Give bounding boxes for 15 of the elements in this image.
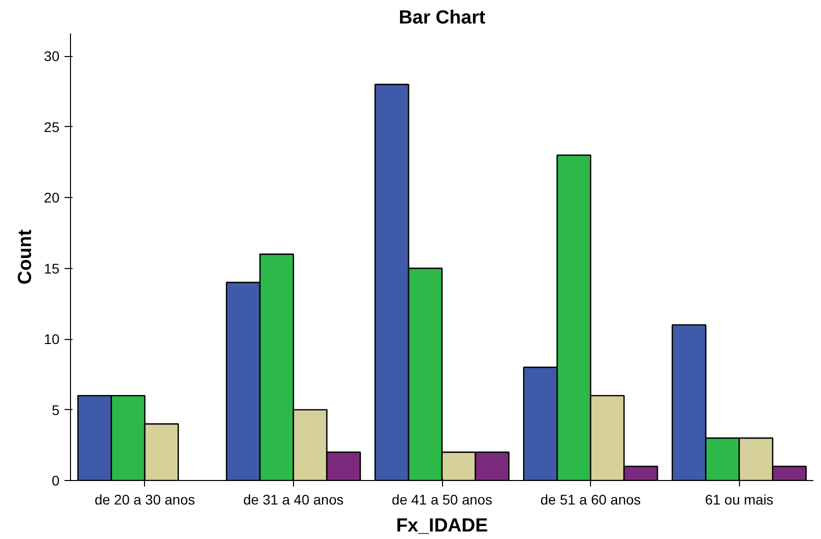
y-tick-label: 15 xyxy=(44,260,60,276)
x-axis-title: Fx_IDADE xyxy=(396,516,488,536)
y-axis-title: Count xyxy=(14,228,36,284)
chart-title: Bar Chart xyxy=(398,8,486,28)
y-tick-label: 10 xyxy=(44,331,60,348)
y-tick-label: 25 xyxy=(44,118,60,135)
y-tick-label: 0 xyxy=(52,472,60,488)
x-tick-label: 61 ou mais xyxy=(704,492,774,508)
y-tick-label: 30 xyxy=(44,48,60,64)
y-tick-label: 20 xyxy=(44,190,60,206)
x-tick-label: de 51 a 60 anos xyxy=(540,492,641,508)
x-tick-label: de 41 a 50 anos xyxy=(392,492,492,508)
x-tick-label: de 31 a 40 anos xyxy=(243,492,344,508)
y-tick-label: 5 xyxy=(52,402,60,418)
x-tick-label: de 20 a 30 anos xyxy=(94,492,196,508)
